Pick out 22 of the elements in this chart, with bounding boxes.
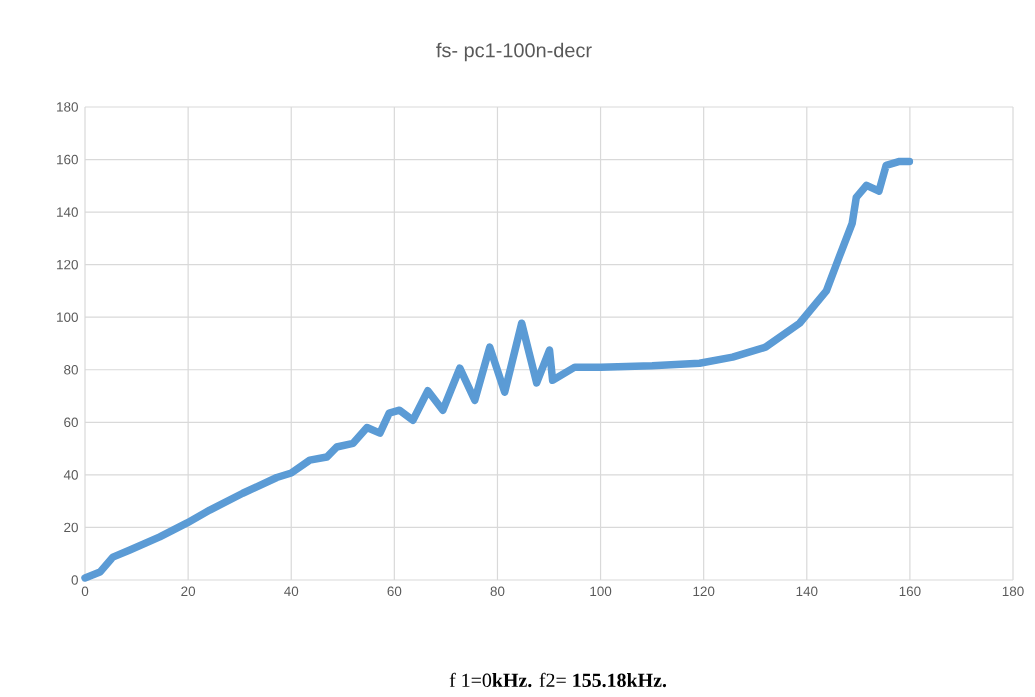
y-tick-label: 20 — [64, 522, 78, 533]
chart-title: fs- pc1-100n-decr — [436, 42, 592, 62]
y-tick-label: 140 — [57, 207, 78, 217]
y-tick-label: 180 — [57, 102, 78, 112]
y-tick-label: 0 — [71, 575, 78, 585]
x-tick-label: 100 — [590, 586, 612, 597]
text: f 1=0kHz. f2= 155.18kHz. — [449, 672, 667, 688]
x-tick-label: 60 — [387, 586, 402, 597]
y-tick-label: 100 — [57, 312, 78, 322]
x-tick-label: 120 — [693, 586, 715, 597]
y-tick-label: 120 — [57, 259, 78, 270]
y-tick-label: 40 — [63, 470, 78, 480]
x-tick-label: 180 — [1002, 586, 1024, 597]
x-tick-label: 80 — [490, 586, 505, 597]
y-tick-label: 60 — [64, 417, 78, 428]
x-tick-label: 140 — [796, 586, 818, 597]
y-tick-label: 160 — [57, 154, 78, 165]
y-tick-label: 80 — [64, 365, 78, 375]
x-tick-label: 160 — [899, 586, 921, 597]
x-tick-label: 0 — [81, 586, 89, 597]
x-tick-label: 40 — [284, 586, 299, 597]
x-tick-label: 20 — [181, 586, 196, 597]
